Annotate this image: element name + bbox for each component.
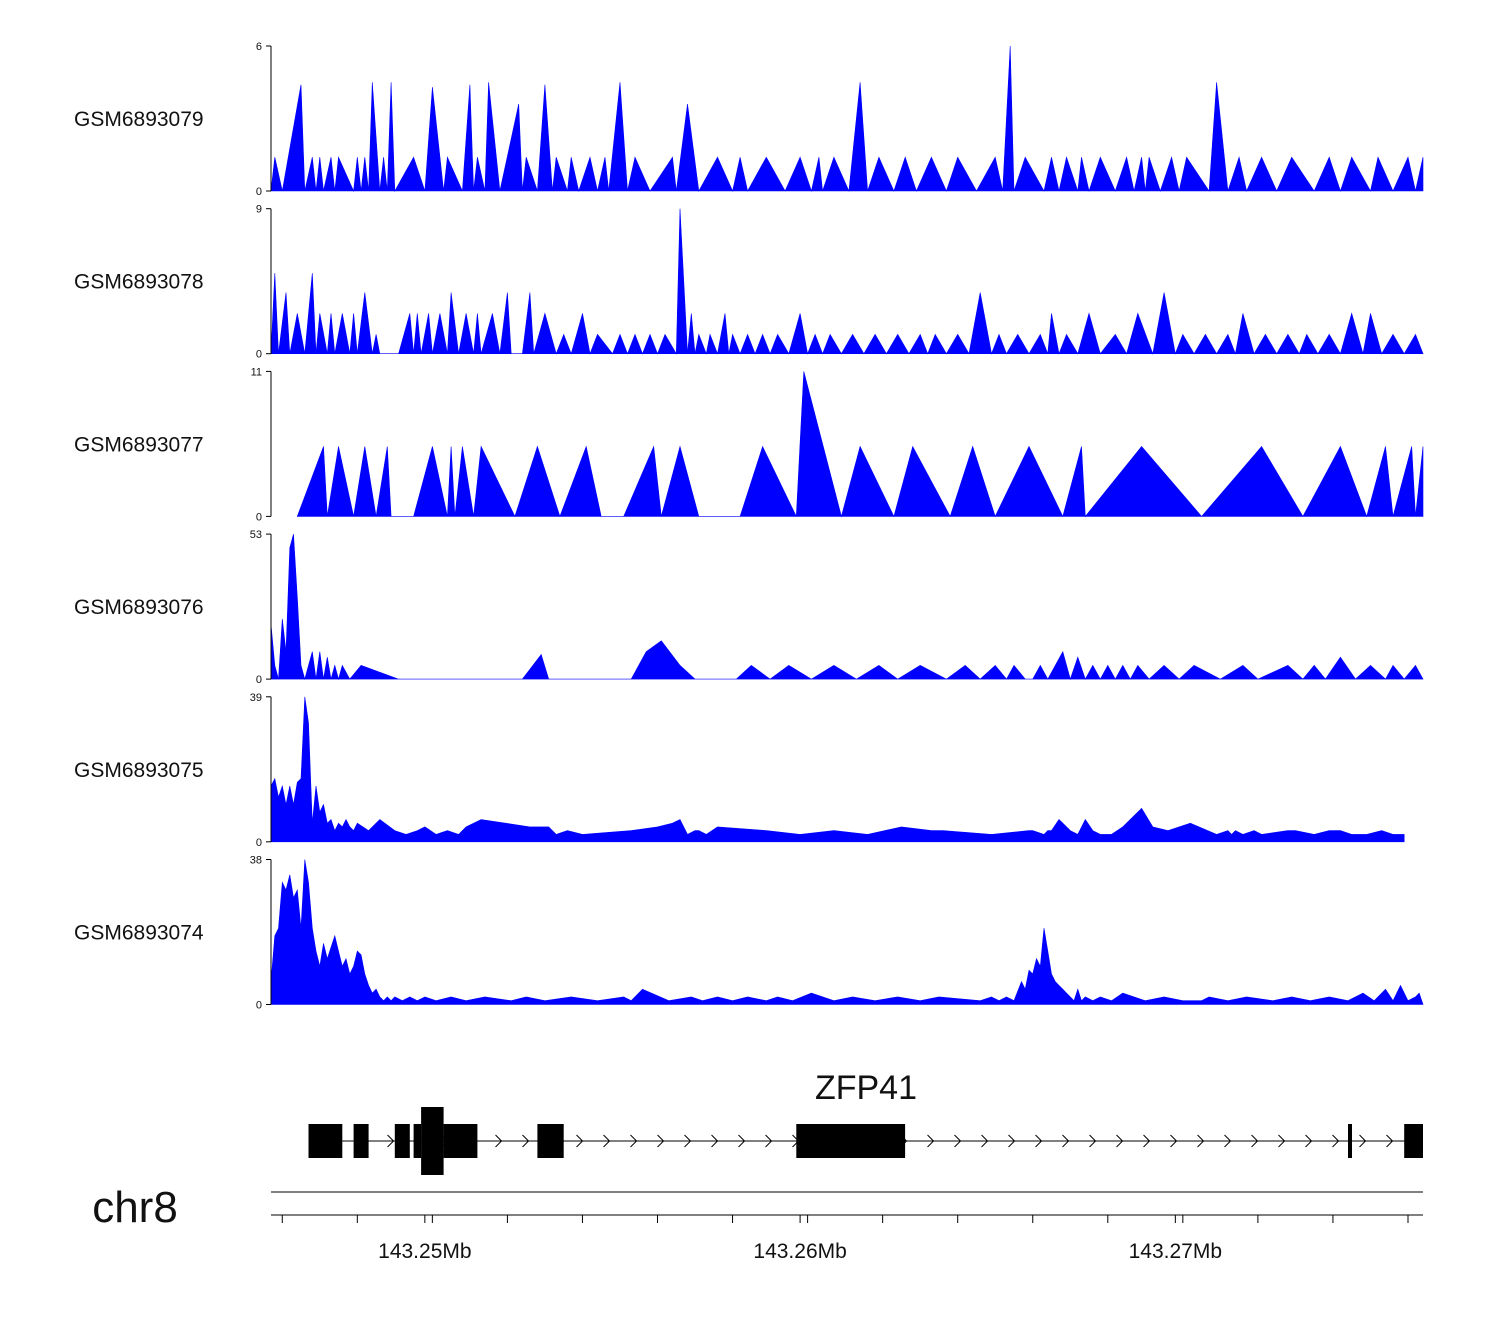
strand-arrow — [765, 1134, 773, 1148]
exon-block — [421, 1107, 444, 1175]
strand-arrow — [657, 1134, 665, 1148]
strand-arrow — [630, 1134, 638, 1148]
track-name-label: GSM6893075 — [74, 759, 204, 782]
track-name-label: GSM6893078 — [74, 271, 204, 294]
strand-arrow — [1089, 1134, 1097, 1148]
y-min-label: 0 — [256, 837, 262, 849]
signal-area — [270, 534, 1424, 681]
exon-block — [413, 1124, 422, 1158]
gene-model-track: ZFP41 — [308, 1069, 1423, 1175]
strand-arrow — [1278, 1134, 1286, 1148]
strand-arrow — [387, 1134, 395, 1148]
strand-arrow — [1143, 1134, 1151, 1148]
x-tick-label: 143.27Mb — [1129, 1240, 1222, 1263]
y-min-label: 0 — [256, 1000, 262, 1012]
track-name-label: GSM6893076 — [74, 596, 204, 619]
strand-arrow — [495, 1134, 503, 1148]
signal-area — [270, 45, 1424, 193]
strand-arrow — [1170, 1134, 1178, 1148]
track-GSM6893079: 6 0 GSM6893079 — [74, 41, 1424, 198]
exon-block — [443, 1124, 478, 1158]
track-name-label: GSM6893074 — [74, 922, 204, 945]
strand-arrow — [981, 1134, 989, 1148]
exon-block — [394, 1124, 410, 1158]
chromosome-label: chr8 — [92, 1183, 178, 1232]
strand-arrow — [1251, 1134, 1259, 1148]
signal-area — [270, 208, 1424, 355]
strand-arrow — [603, 1134, 611, 1148]
track-name-label: GSM6893077 — [74, 433, 204, 456]
track-GSM6893078: 9 0 GSM6893078 — [74, 204, 1424, 361]
signal-area — [270, 859, 1424, 1005]
y-max-label: 53 — [250, 529, 262, 541]
y-min-label: 0 — [256, 349, 262, 361]
strand-arrow — [1008, 1134, 1016, 1148]
y-min-label: 0 — [256, 511, 262, 523]
strand-arrow — [1035, 1134, 1043, 1148]
genome-axis: chr8 143.25Mb 143.26Mb 143.27Mb — [92, 1183, 1423, 1263]
exon-block — [1404, 1124, 1423, 1158]
strand-arrow — [711, 1134, 719, 1148]
strand-arrow — [1359, 1134, 1367, 1148]
y-max-label: 39 — [250, 692, 262, 704]
y-max-label: 6 — [256, 41, 262, 53]
y-min-label: 0 — [256, 186, 262, 198]
strand-arrow — [522, 1134, 530, 1148]
track-GSM6893077: 11 0 GSM6893077 — [74, 366, 1424, 523]
coverage-tracks: 6 0 GSM6893079 9 0 GSM6893078 11 0 GSM6893077 53 0… — [74, 41, 1424, 1012]
y-max-label: 9 — [256, 204, 262, 216]
track-GSM6893074: 38 0 GSM6893074 — [74, 855, 1424, 1012]
strand-arrow — [1224, 1134, 1232, 1148]
x-tick-label: 143.25Mb — [378, 1240, 471, 1263]
strand-arrow — [738, 1134, 746, 1148]
exon-block — [796, 1124, 906, 1158]
signal-area — [296, 371, 1424, 518]
y-min-label: 0 — [256, 674, 262, 686]
strand-arrow — [954, 1134, 962, 1148]
strand-arrow — [1116, 1134, 1124, 1148]
x-tick-label: 143.26Mb — [753, 1240, 846, 1263]
exon-block — [353, 1124, 369, 1158]
strand-arrow — [1332, 1134, 1340, 1148]
strand-arrow — [684, 1134, 692, 1148]
track-GSM6893075: 39 0 GSM6893075 — [74, 692, 1405, 849]
track-name-label: GSM6893079 — [74, 108, 204, 131]
exon-block — [308, 1124, 343, 1158]
strand-arrow — [1062, 1134, 1070, 1148]
signal-area — [270, 696, 1405, 843]
exon-block — [537, 1124, 564, 1158]
strand-arrow — [576, 1134, 584, 1148]
strand-arrow — [1197, 1134, 1205, 1148]
strand-arrow — [927, 1134, 935, 1148]
exon-block — [1348, 1124, 1352, 1158]
track-GSM6893076: 53 0 GSM6893076 — [74, 529, 1424, 686]
gene-name-label: ZFP41 — [815, 1069, 917, 1107]
strand-arrow — [1386, 1134, 1394, 1148]
strand-arrow — [1305, 1134, 1313, 1148]
y-max-label: 38 — [250, 855, 262, 867]
y-max-label: 11 — [251, 366, 262, 378]
